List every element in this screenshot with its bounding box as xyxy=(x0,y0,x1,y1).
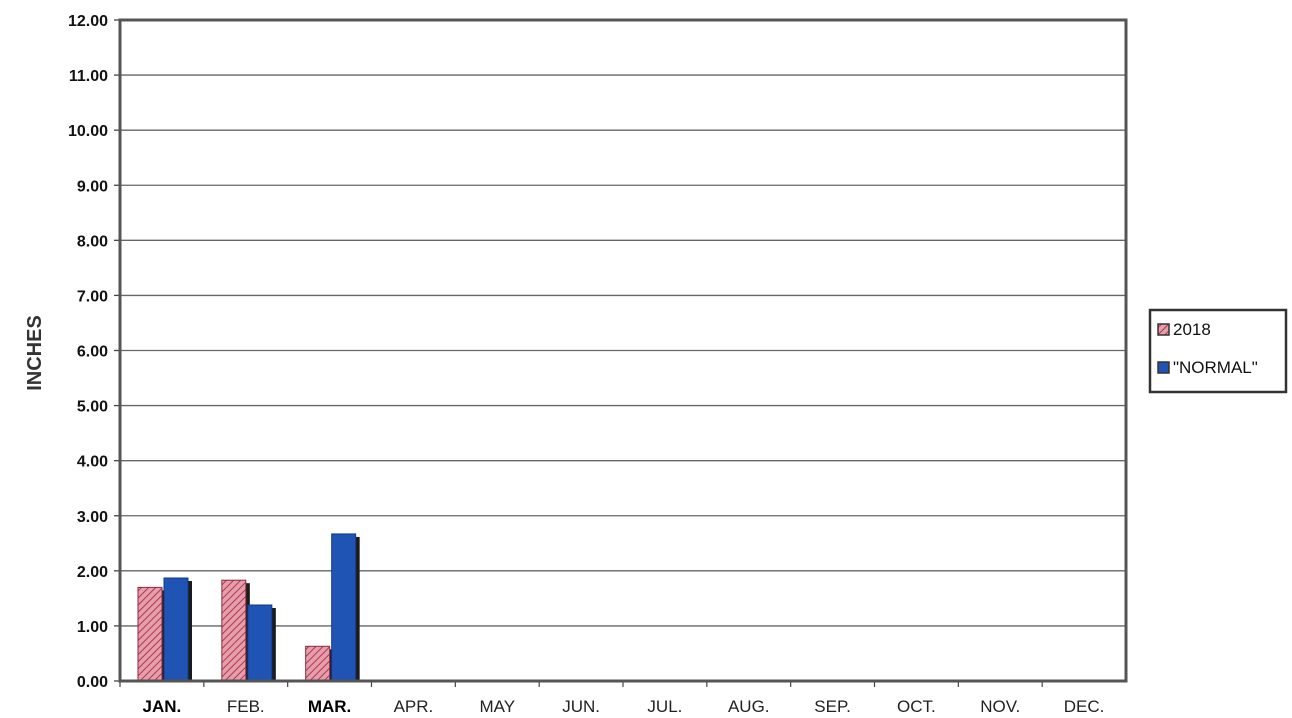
bar-2018-jan xyxy=(137,586,163,682)
legend-swatch-2018 xyxy=(1157,323,1170,336)
legend-box xyxy=(1148,308,1288,394)
bar-normal-mar xyxy=(331,533,357,682)
y-tick-label: 3.00 xyxy=(77,509,108,526)
grid-lines xyxy=(120,74,1126,627)
y-tick-label: 10.00 xyxy=(68,123,108,140)
y-tick-label: 0.00 xyxy=(77,674,108,691)
x-tick-label: JUL. xyxy=(647,697,682,716)
bar-normal-jan xyxy=(163,577,189,682)
legend-label-2018: 2018 xyxy=(1173,320,1211,339)
plot-frame xyxy=(118,18,1128,683)
y-tick-label: 9.00 xyxy=(77,178,108,195)
bar-normal-feb xyxy=(247,604,273,682)
legend-swatch-normal xyxy=(1157,361,1170,374)
y-tick-label: 6.00 xyxy=(77,344,108,361)
x-tick-label: JAN. xyxy=(143,697,182,716)
x-tick-label: MAR. xyxy=(308,697,351,716)
legend-label-normal: "NORMAL" xyxy=(1173,358,1258,377)
legend: 2018 "NORMAL" xyxy=(1148,308,1288,394)
x-tick-label: APR. xyxy=(394,697,434,716)
y-tick-label: 2.00 xyxy=(77,564,108,581)
y-tick-label: 12.00 xyxy=(68,13,108,30)
y-axis-ticks: 0.00 1.00 2.00 3.00 4.00 5.00 6.00 7.00 8.00 9.00… xyxy=(68,13,120,691)
y-tick-label: 4.00 xyxy=(77,454,108,471)
x-tick-label: SEP. xyxy=(814,697,851,716)
x-tick-label: AUG. xyxy=(728,697,770,716)
y-tick-label: 5.00 xyxy=(77,399,108,416)
x-axis-ticks: JAN. FEB. MAR. APR. MAY JUN. JUL. AUG. SEP. OCT. N… xyxy=(119,681,1105,716)
x-tick-label: JUN. xyxy=(562,697,600,716)
bar-2018-mar xyxy=(305,645,331,682)
bars xyxy=(137,533,360,682)
x-tick-label: DEC. xyxy=(1064,697,1105,716)
x-tick-label: NOV. xyxy=(980,697,1020,716)
y-axis-label: INCHES xyxy=(24,315,46,391)
x-tick-label: OCT. xyxy=(897,697,936,716)
y-tick-label: 1.00 xyxy=(77,619,108,636)
y-tick-label: 7.00 xyxy=(77,288,108,305)
y-tick-label: 8.00 xyxy=(77,233,108,250)
y-tick-label: 11.00 xyxy=(69,68,108,85)
x-tick-label: FEB. xyxy=(227,697,265,716)
x-tick-label: MAY xyxy=(479,697,515,716)
bar-2018-feb xyxy=(221,579,247,682)
